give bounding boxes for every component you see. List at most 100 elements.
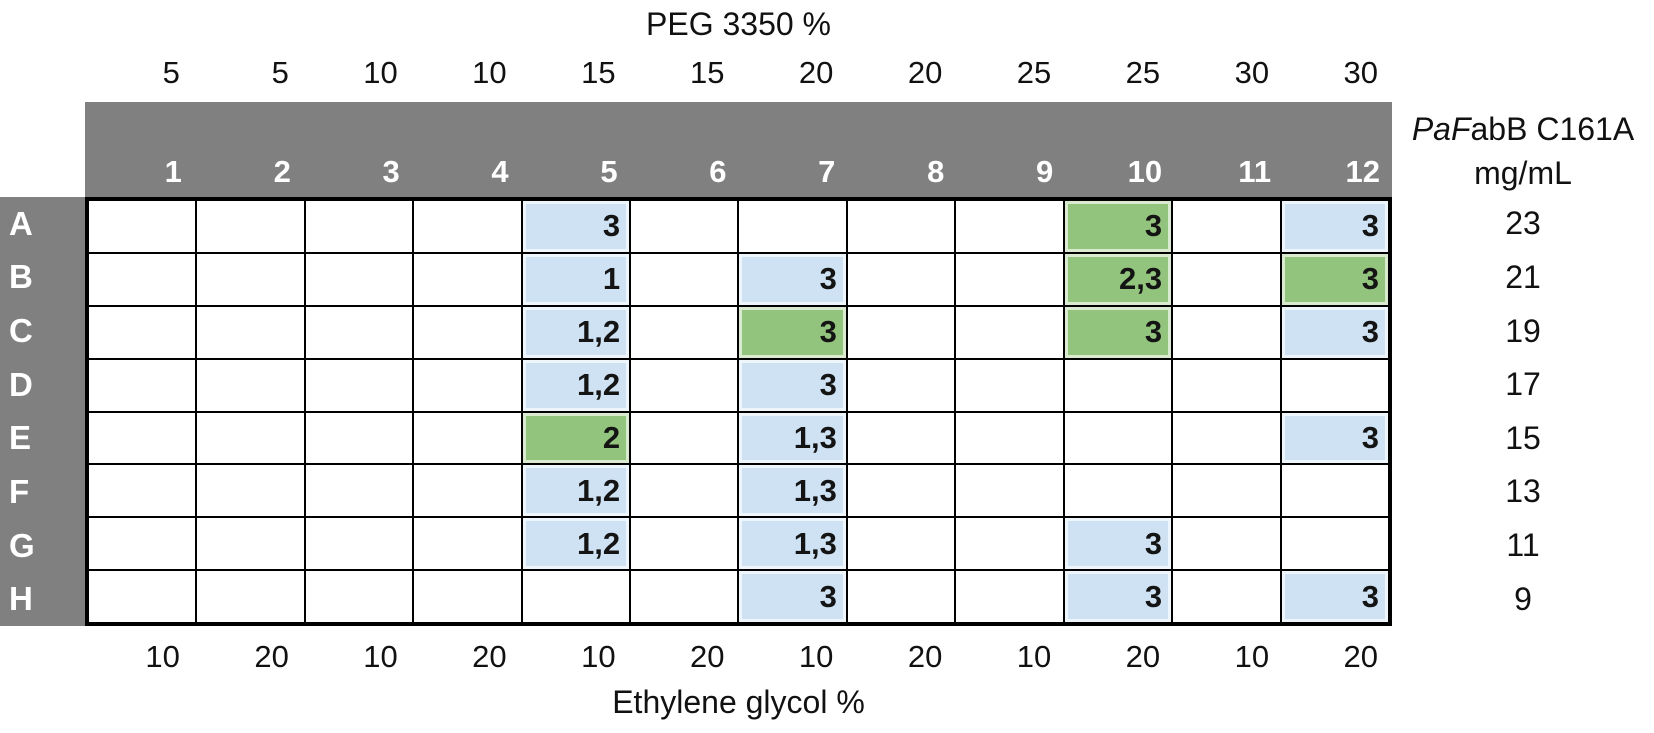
well-B12: 3: [1280, 252, 1389, 306]
row-label-8: H: [9, 580, 33, 618]
protein-conc-row-2: 21: [1505, 258, 1541, 295]
column-number-12: 12: [1345, 154, 1380, 189]
column-number-8: 8: [927, 154, 945, 189]
protein-conc-row-3: 19: [1505, 312, 1541, 349]
protein-name: PaFabB C161A: [1412, 108, 1634, 151]
well-F8: [846, 464, 956, 518]
well-C2: [196, 305, 305, 359]
well-F11: [1172, 464, 1281, 518]
well-F10: [1063, 464, 1173, 518]
well-F12: [1280, 464, 1389, 518]
well-D10: [1063, 358, 1173, 412]
well-G8: [846, 517, 956, 571]
column-number-2: 2: [273, 154, 291, 189]
column-number-5: 5: [600, 154, 618, 189]
well-E3: [304, 411, 414, 465]
well-F7: 1,3: [738, 464, 847, 518]
well-D4: [413, 358, 522, 412]
well-E2: [196, 411, 305, 465]
protein-conc-row-1: 23: [1505, 205, 1541, 242]
protein-conc-unit: mg/mL: [1474, 154, 1572, 191]
peg-value-col-9: 25: [1016, 55, 1052, 90]
well-D11: [1172, 358, 1281, 412]
protein-conc-row-6: 13: [1505, 473, 1541, 510]
row-label-5: E: [9, 419, 32, 457]
well-A12: 3: [1280, 200, 1389, 253]
well-F6: [630, 464, 739, 518]
well-F5: 1,2: [521, 464, 631, 518]
well-C9: [955, 305, 1064, 359]
well-G7: 1,3: [738, 517, 847, 571]
well-G1: [88, 517, 197, 571]
eg-value-col-1: 10: [145, 639, 180, 674]
well-D5: 1,2: [521, 358, 631, 412]
eg-value-col-10: 20: [1125, 639, 1161, 674]
protein-conc-row-4: 17: [1505, 366, 1541, 403]
well-H1: [88, 570, 197, 623]
column-header-band: 1 2 3 4 5 6 7 8 9 10 11 12: [85, 102, 1392, 197]
row-label-3: C: [9, 312, 33, 350]
well-G9: [955, 517, 1064, 571]
column-number-9: 9: [1035, 154, 1054, 189]
well-H7: 3: [738, 570, 847, 623]
well-H2: [196, 570, 305, 623]
eg-value-col-6: 20: [690, 639, 725, 674]
well-H12: 3: [1280, 570, 1389, 623]
protein-name-italic: PaF: [1411, 111, 1471, 148]
well-G3: [304, 517, 414, 571]
well-B5: 1: [521, 252, 631, 306]
well-B4: [413, 252, 522, 306]
eg-value-col-3: 10: [363, 639, 398, 674]
well-A1: [88, 200, 197, 253]
eg-value-col-9: 10: [1016, 639, 1052, 674]
well-A9: [955, 200, 1064, 253]
well-B1: [88, 252, 197, 306]
well-B9: [955, 252, 1064, 306]
column-number-4: 4: [491, 154, 509, 189]
well-C8: [846, 305, 956, 359]
well-H5: [521, 570, 631, 623]
well-F1: [88, 464, 197, 518]
top-axis-title: PEG 3350 %: [646, 6, 831, 42]
well-A8: [846, 200, 956, 253]
well-C4: [413, 305, 522, 359]
well-E5: 2: [521, 411, 631, 465]
well-E7: 1,3: [738, 411, 847, 465]
peg-value-col-11: 30: [1234, 55, 1270, 90]
well-H11: [1172, 570, 1281, 623]
peg-percent-row: 5 5 10 10 15 15 20 20 25 25 30 30: [85, 50, 1392, 96]
well-H10: 3: [1063, 570, 1173, 623]
protein-conc-row-7: 11: [1506, 527, 1540, 564]
well-B11: [1172, 252, 1281, 306]
column-number-6: 6: [709, 154, 727, 189]
peg-value-col-4: 10: [472, 55, 507, 90]
well-G11: [1172, 517, 1281, 571]
well-A3: [304, 200, 414, 253]
well-D9: [955, 358, 1064, 412]
eg-value-col-4: 20: [472, 639, 507, 674]
well-F9: [955, 464, 1064, 518]
protein-conc-row-5: 15: [1505, 419, 1541, 456]
peg-value-col-1: 5: [162, 55, 180, 90]
row-label-6: F: [9, 472, 30, 510]
eg-value-col-12: 20: [1343, 639, 1378, 674]
well-A5: 3: [521, 200, 631, 253]
well-E6: [630, 411, 739, 465]
eg-value-col-11: 10: [1234, 639, 1270, 674]
well-B10: 2,3: [1063, 252, 1173, 306]
well-B8: [846, 252, 956, 306]
column-numbers: 1 2 3 4 5 6 7 8 9 10 11 12: [85, 147, 1392, 197]
well-plate-grid: 3 3 3 1 3 2,3 3 1,2 3 3 3 1,2 3 2 1,3 3 1,2 1,3 1,2 1,3 3 3 3 3: [85, 197, 1392, 626]
well-F2: [196, 464, 305, 518]
well-G5: 1,2: [521, 517, 631, 571]
bottom-axis-title: Ethylene glycol %: [612, 684, 865, 720]
well-H4: [413, 570, 522, 623]
well-F4: [413, 464, 522, 518]
protein-conc-header: PaFabB C161A mg/mL: [1392, 104, 1654, 199]
well-E9: [955, 411, 1064, 465]
well-B3: [304, 252, 414, 306]
well-B7: 3: [738, 252, 847, 306]
well-D8: [846, 358, 956, 412]
well-G4: [413, 517, 522, 571]
well-F3: [304, 464, 414, 518]
